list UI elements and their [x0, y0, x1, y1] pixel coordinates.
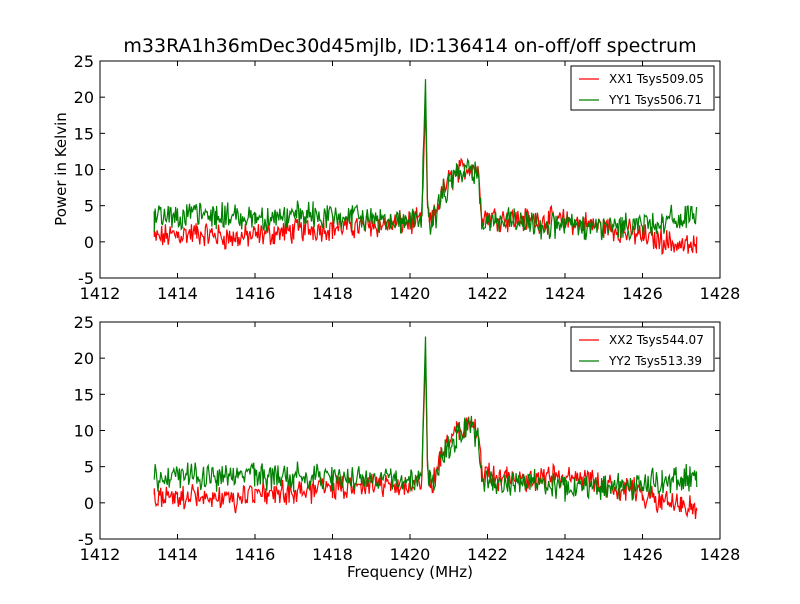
series-line-xx2	[153, 354, 698, 519]
legend-entry: YY2 Tsys513.39	[608, 354, 702, 368]
y-tick-label: 0	[84, 233, 94, 252]
x-axis-label-bottom: Frequency (MHz)	[347, 563, 473, 581]
figure-title: m33RA1h36mDec30d45mjlb, ID:136414 on-off…	[123, 35, 696, 57]
y-tick-label: 10	[74, 422, 94, 441]
y-tick-label: 10	[74, 161, 94, 180]
y-tick-label: -5	[78, 530, 94, 549]
legend-box	[570, 326, 715, 372]
series-line-yy1	[153, 79, 698, 242]
series-line-yy2	[153, 336, 698, 502]
legend-entry: YY1 Tsys506.71	[608, 93, 702, 107]
subplot-2: 1412 1414 1416 1418 1420 1422 1424 1426 1428 -5 0 5…	[74, 313, 741, 564]
y-tick-label: 15	[74, 124, 94, 143]
y-tick-label: -5	[78, 269, 94, 288]
x-tick-label: 1422	[467, 284, 508, 303]
legend-entry: XX2 Tsys544.07	[609, 333, 704, 347]
y-tick-label: 15	[74, 385, 94, 404]
x-tick-label: 1414	[157, 284, 198, 303]
y-tick-label: 0	[84, 494, 94, 513]
subplot-1: 1412 1414 1416 1418 1420 1422 1424 1426 1428 -5 0 5…	[74, 52, 741, 303]
y-tick-label: 25	[74, 313, 94, 332]
x-tick-label: 1428	[700, 284, 741, 303]
x-tick-label: 1412	[80, 545, 121, 564]
y-tick-label: 5	[84, 458, 94, 477]
legend-box	[570, 65, 715, 111]
x-tick-label: 1418	[312, 545, 353, 564]
x-tick-label: 1412	[80, 284, 121, 303]
x-tick-label: 1420	[390, 545, 431, 564]
legend-entry: XX1 Tsys509.05	[609, 72, 704, 86]
x-tick-label: 1420	[390, 284, 431, 303]
legend-1: XX1 Tsys509.05 YY1 Tsys506.71	[570, 65, 715, 111]
x-tick-label: 1426	[622, 545, 663, 564]
x-tick-label: 1424	[545, 284, 586, 303]
x-tick-label: 1418	[312, 284, 353, 303]
y-tick-label: 5	[84, 197, 94, 216]
x-tick-label: 1416	[235, 284, 276, 303]
y-tick-label: 20	[74, 88, 94, 107]
x-tick-label: 1416	[235, 545, 276, 564]
legend-2: XX2 Tsys544.07 YY2 Tsys513.39	[570, 326, 715, 372]
x-tick-label: 1422	[467, 545, 508, 564]
x-tick-label: 1414	[157, 545, 198, 564]
x-tick-label: 1424	[545, 545, 586, 564]
y-axis-label-top: Power in Kelvin	[52, 112, 70, 226]
x-tick-label: 1428	[700, 545, 741, 564]
series-line-xx1	[153, 104, 698, 256]
y-tick-label: 20	[74, 349, 94, 368]
y-tick-label: 25	[74, 52, 94, 71]
x-tick-label: 1426	[622, 284, 663, 303]
